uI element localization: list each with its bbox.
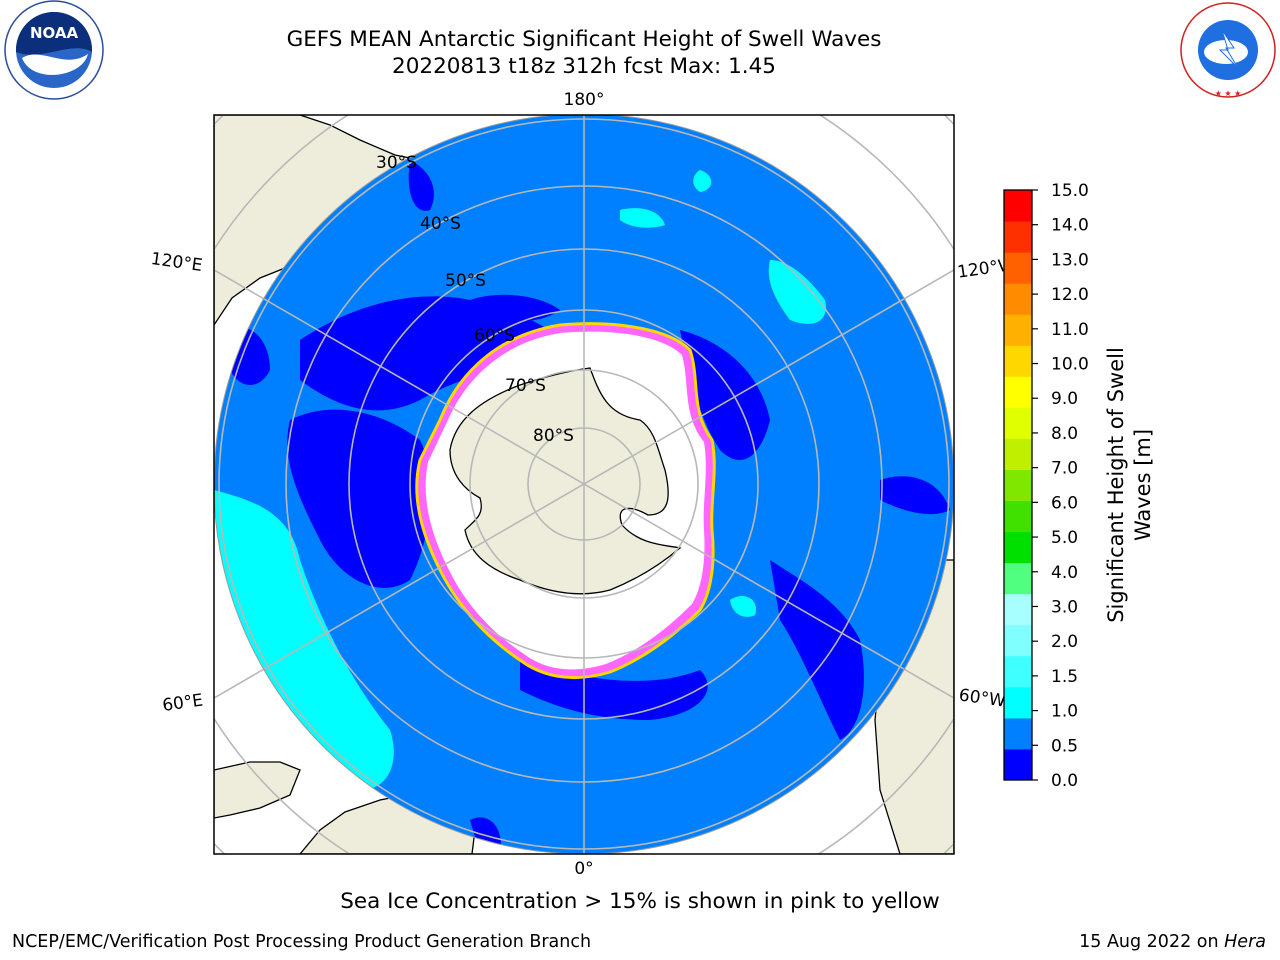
colorbar-swatch [1004, 376, 1032, 408]
colorbar-tick-label: 11.0 [1051, 320, 1089, 340]
colorbar-swatch [1004, 190, 1032, 222]
lat-label-70s: 70°S [505, 376, 546, 396]
colorbar-tick-label: 3.0 [1051, 597, 1078, 617]
chart-subtitle: 20220813 t18z 312h fcst Max: 1.45 [392, 54, 776, 79]
svg-text:NOAA: NOAA [30, 24, 79, 42]
colorbar-tick-label: 13.0 [1051, 250, 1089, 270]
colorbar-swatch [1004, 531, 1032, 564]
lon-label-60e: 60°E [161, 691, 204, 716]
colorbar-tick-label: 15.0 [1051, 181, 1089, 201]
colorbar-tick-label: 8.0 [1051, 424, 1078, 444]
graticule [214, 115, 954, 854]
colorbar-swatch [1004, 438, 1032, 470]
colorbar-tick-label: 9.0 [1051, 389, 1078, 409]
lat-label-30s: 30°S [376, 153, 417, 173]
colorbar-swatch [1004, 562, 1032, 595]
colorbar-tick-label: 7.0 [1051, 459, 1078, 479]
colorbar-tick-label: 4.0 [1051, 563, 1078, 583]
colorbar-tick-label: 0.5 [1051, 736, 1078, 756]
colorbar: 15.0 14.0 13.0 12.0 11.0 10.0 9.0 8.0 7.0 6.0 5.0 4… [1003, 181, 1089, 791]
colorbar-swatch [1004, 500, 1032, 533]
colorbar-tick-label: 12.0 [1051, 285, 1089, 305]
colorbar-tick-label: 5.0 [1051, 528, 1078, 548]
colorbar-swatch [1004, 283, 1032, 315]
lon-label-120e: 120°E [150, 249, 204, 276]
colorbar-frame [1003, 189, 1033, 781]
colorbar-swatch [1004, 407, 1032, 439]
colorbar-swatch [1004, 686, 1032, 719]
colorbar-swatch [1004, 748, 1032, 781]
footer-host: Hera [1224, 932, 1266, 952]
sea-ice-note: Sea Ice Concentration > 15% is shown in … [340, 889, 940, 914]
colorbar-label-line2: Waves [m] [1131, 429, 1155, 541]
colorbar-tick-label: 1.0 [1051, 702, 1078, 722]
nws-logo: ★ ★ ★ [1180, 2, 1276, 98]
colorbar-tick-label: 2.0 [1051, 632, 1078, 652]
lon-label-60w: 60°W [958, 685, 1007, 711]
lat-label-60s: 60°S [474, 326, 515, 346]
map-frame [213, 114, 955, 855]
lat-label-40s: 40°S [420, 214, 461, 234]
low-swell-regions [230, 160, 950, 854]
colorbar-swatch [1004, 469, 1032, 502]
colorbar-tick-label: 1.5 [1051, 667, 1078, 687]
colorbar-tick-label: 6.0 [1051, 493, 1078, 513]
footer-credit: NCEP/EMC/Verification Post Processing Pr… [12, 932, 592, 952]
colorbar-swatch [1004, 221, 1032, 253]
colorbar-tick-label: 14.0 [1051, 216, 1089, 236]
colorbar-swatch [1004, 717, 1032, 750]
lat-label-50s: 50°S [445, 271, 486, 291]
chart-title: GEFS MEAN Antarctic Significant Height o… [286, 27, 882, 52]
lon-label-180: 180° [564, 90, 605, 110]
colorbar-swatch [1004, 314, 1032, 346]
colorbar-swatch [1004, 593, 1032, 626]
colorbar-swatch [1004, 345, 1032, 377]
noaa-logo: NOAA [4, 0, 104, 100]
lat-label-80s: 80°S [533, 426, 574, 446]
svg-text:★ ★ ★: ★ ★ ★ [1215, 89, 1242, 98]
colorbar-swatch [1004, 655, 1032, 688]
footer-date: 15 Aug 2022 on Hera [1079, 932, 1266, 952]
colorbar-swatch [1004, 252, 1032, 284]
colorbar-tick-label: 10.0 [1051, 355, 1089, 375]
lon-label-0: 0° [574, 859, 593, 879]
colorbar-tick-label: 0.0 [1051, 771, 1078, 791]
colorbar-swatch [1004, 624, 1032, 657]
colorbar-label-line1: Significant Height of Swell [1104, 347, 1128, 623]
